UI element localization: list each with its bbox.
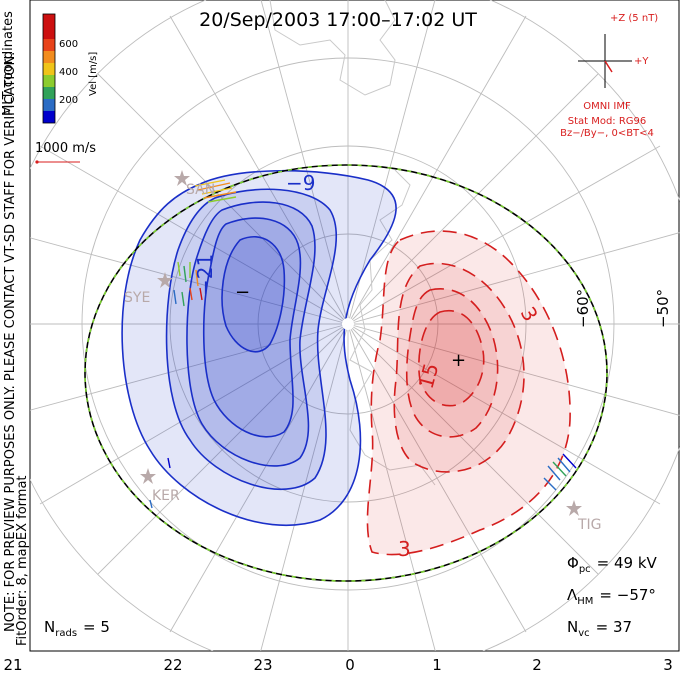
stat-phi-pc: Φpc = 49 kV [567, 554, 658, 575]
contour-max-marker: + [451, 350, 466, 371]
velocity-vectors-tig [543, 453, 577, 491]
mlt-label-2: 2 [532, 656, 542, 674]
radar-label-sye: SYE [124, 290, 150, 306]
mlt-label-22: 22 [163, 656, 182, 674]
colorbar-bin-0 [43, 111, 55, 123]
dawn-cell [366, 230, 571, 556]
hm-boundary-dash [84, 164, 608, 582]
dawn-contour-2 [393, 262, 525, 473]
dawn-contour-4 [418, 309, 485, 407]
scale-vector: 1000 m/s [35, 141, 96, 164]
colorbar-bin-5 [43, 51, 55, 63]
lat-label-50: −50° [654, 289, 672, 328]
dawn-contour-3 [405, 288, 499, 438]
colorbar-bin-4 [43, 63, 55, 75]
velocity-vectors-san [194, 179, 237, 203]
stat-lambda-hm: ΛHM = −57° [567, 586, 656, 607]
imf-vector [604, 60, 613, 73]
colorbar-bin-6 [43, 39, 55, 51]
pole-marker [342, 318, 354, 330]
radar-label-san: SAN [186, 182, 215, 198]
imf-side-label: +Y [634, 56, 649, 67]
dusk-cell [121, 169, 397, 526]
dusk-contour-3 [186, 201, 316, 467]
contour-min-marker: − [235, 282, 250, 303]
plot-frame [29, 0, 680, 652]
stat-n-vc: Nvc = 37 [567, 618, 632, 639]
mlt-label-3: 3 [663, 656, 673, 674]
velocity-vectors-ker [149, 457, 171, 509]
dawn-contour-1 [366, 230, 571, 556]
imf-model: Stat Mod: RG96 [568, 116, 647, 127]
radar-label-ker: KER [152, 488, 180, 504]
imf-condition: Bz−/By−, 0<BT<4 [560, 128, 654, 139]
coords-label: MLT coordinates [1, 11, 16, 116]
radar-markers [140, 170, 582, 516]
contour-label-3-bottom: 3 [398, 537, 411, 561]
velocity-colorbar: 600 400 200 Vel [m/s] [42, 13, 99, 124]
colorbar-tick-200: 200 [59, 95, 78, 106]
contour-label-minus21: −21 [193, 254, 217, 296]
radar-label-tig: TIG [577, 517, 602, 533]
stats-panel: Φpc = 49 kV ΛHM = −57° Nvc = 37 Nrads = 5 [44, 554, 658, 639]
imf-source: OMNI IMF [583, 101, 631, 112]
colorbar-tick-600: 600 [59, 39, 78, 50]
mlt-label-1: 1 [432, 656, 442, 674]
mlt-axis: 21 22 23 0 1 2 3 [3, 656, 672, 674]
fit-order-note: FitOrder: 8, mapEX format [15, 475, 30, 646]
dusk-contour-2 [165, 188, 338, 491]
dusk-contour-4 [202, 217, 302, 438]
mlt-label-0: 0 [345, 656, 355, 674]
mlt-label-23: 23 [253, 656, 272, 674]
preview-note: NOTE: FOR PREVIEW PURPOSES ONLY. PLEASE … [3, 52, 18, 632]
dusk-contour-1 [121, 169, 397, 526]
dusk-contour-5 [221, 235, 286, 353]
colorbar-label: Vel [m/s] [88, 52, 99, 96]
colorbar-bin-3 [43, 75, 55, 87]
scale-vector-label: 1000 m/s [35, 141, 96, 156]
stat-n-rads: Nrads = 5 [44, 618, 110, 639]
colorbar-bin-1 [43, 99, 55, 111]
velocity-vectors-sye [173, 261, 203, 307]
map-title: 20/Sep/2003 17:00–17:02 UT [199, 9, 477, 31]
imf-top-label: +Z (5 nT) [610, 13, 658, 24]
lat-label-60: −60° [574, 289, 592, 328]
colorbar-tick-400: 400 [59, 67, 78, 78]
coastline [269, 0, 436, 486]
imf-dial: +Z (5 nT) +Y OMNI IMF Stat Mod: RG96 Bz−… [560, 13, 658, 139]
mlt-label-21: 21 [3, 656, 22, 674]
colorbar-bin-2 [43, 87, 55, 99]
colorbar-bin-7 [43, 14, 55, 39]
contour-label-minus9: −9 [286, 171, 315, 195]
